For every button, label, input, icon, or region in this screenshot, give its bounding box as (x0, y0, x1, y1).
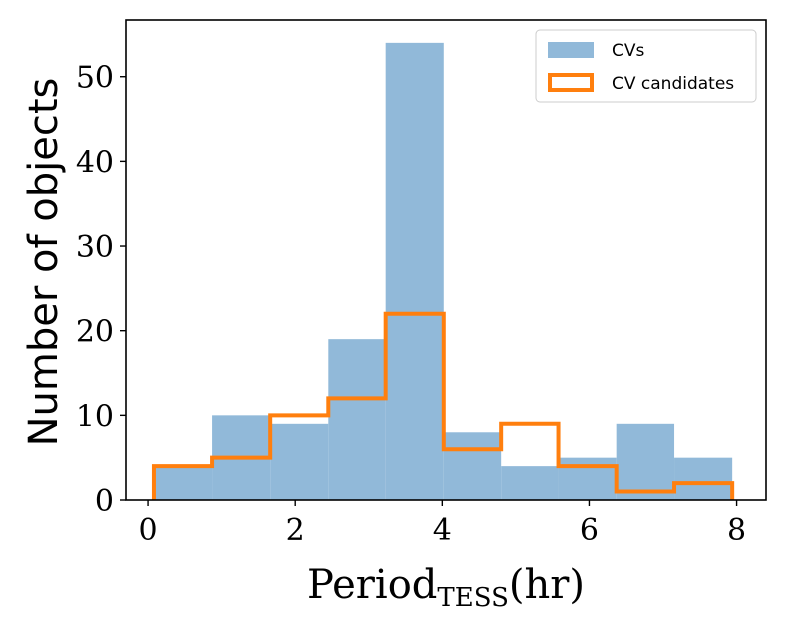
plot-frame (125, 19, 767, 501)
cvs-bar (270, 423, 329, 500)
x-tick-label: 2 (286, 513, 305, 548)
x-tick-label: 0 (139, 513, 158, 548)
legend: CVs CV candidates (535, 29, 757, 103)
cvs-bars (153, 42, 733, 500)
legend-swatch-cv-candidates (548, 73, 594, 92)
y-axis-ticks: 0 10 20 30 40 50 (76, 61, 126, 519)
x-tick-label: 8 (727, 513, 746, 548)
x-tick-label: 6 (580, 513, 599, 548)
y-tick-label: 40 (76, 145, 114, 180)
cvs-bar (443, 432, 502, 500)
cvs-bar (674, 457, 733, 500)
legend-label-cv-candidates: CV candidates (612, 74, 734, 94)
cv-candidates-step-line (151, 311, 735, 500)
cvs-bar (153, 466, 213, 500)
x-axis-ticks: 0 2 4 6 8 (139, 500, 746, 548)
cvs-bar (501, 466, 559, 500)
y-tick-label: 10 (76, 399, 114, 434)
y-axis-label: Number of objects (21, 78, 67, 447)
cvs-bar (616, 423, 675, 500)
legend-label-cvs: CVs (612, 41, 644, 61)
x-tick-label: 4 (433, 513, 452, 548)
x-axis-label: PeriodTESS(hr) (307, 562, 585, 613)
y-tick-label: 50 (76, 61, 114, 96)
cvs-bar (558, 457, 617, 500)
cvs-bar (328, 339, 386, 500)
cvs-bar (385, 42, 444, 500)
y-tick-label: 30 (76, 230, 114, 265)
y-tick-label: 0 (95, 484, 114, 519)
y-tick-label: 20 (76, 315, 114, 350)
legend-swatch-cvs (548, 42, 594, 58)
